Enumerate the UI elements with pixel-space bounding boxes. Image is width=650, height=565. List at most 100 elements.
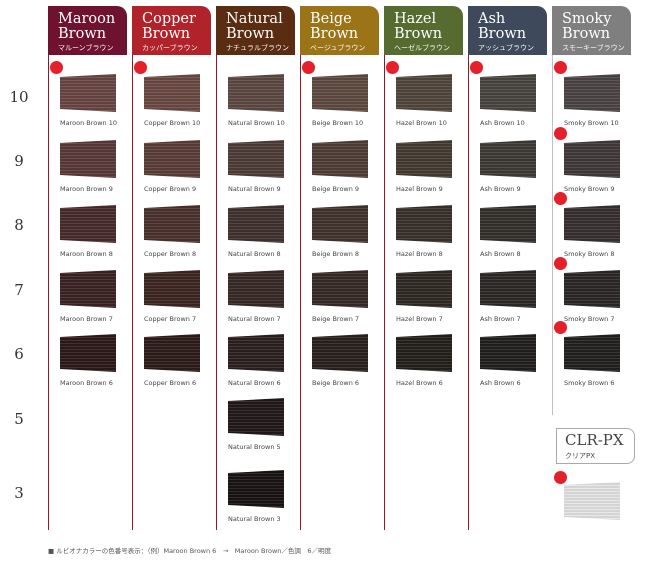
swatch-maroon-9[interactable] xyxy=(60,140,116,178)
swatch-label: Beige Brown 7 xyxy=(312,315,360,323)
header-hazel: Hazel Brown ヘーゼルブラウン xyxy=(384,6,463,55)
level-label-3: 3 xyxy=(14,484,24,502)
swatch-smoky-8[interactable] xyxy=(564,205,620,243)
swatch-copper-7[interactable] xyxy=(144,270,200,308)
swatch-natural-3[interactable] xyxy=(228,470,284,508)
swatch-ash-8[interactable] xyxy=(480,205,536,243)
header-title-line1: Beige xyxy=(310,11,352,27)
swatch-beige-7[interactable] xyxy=(312,270,368,308)
swatch-maroon-8[interactable] xyxy=(60,205,116,243)
swatch-copper-6[interactable] xyxy=(144,334,200,372)
swatch-smoky-6[interactable] xyxy=(564,334,620,372)
swatch-natural-8[interactable] xyxy=(228,205,284,243)
swatch-ash-9[interactable] xyxy=(480,140,536,178)
swatch-beige-8[interactable] xyxy=(312,205,368,243)
swatch-hazel-9[interactable] xyxy=(396,140,452,178)
clr-px-box: CLR-PX クリアPX xyxy=(556,428,635,464)
swatch-label: Natural Brown 6 xyxy=(228,379,281,387)
swatch-beige-10[interactable] xyxy=(312,74,368,112)
swatch-label: Hazel Brown 7 xyxy=(396,315,443,323)
swatch-label: Hazel Brown 8 xyxy=(396,250,443,258)
red-dot-marker xyxy=(554,192,567,205)
header-title-line1: Maroon xyxy=(58,11,116,27)
swatch-label: Smoky Brown 7 xyxy=(564,315,615,323)
header-title-line1: Natural xyxy=(226,11,283,27)
swatch-label: Hazel Brown 9 xyxy=(396,185,443,193)
swatch-label: Smoky Brown 8 xyxy=(564,250,615,258)
red-dot-marker xyxy=(50,61,63,74)
swatch-smoky-7[interactable] xyxy=(564,270,620,308)
header-title-line2: Brown xyxy=(394,26,443,42)
level-label-5: 5 xyxy=(14,410,24,428)
swatch-label: Copper Brown 6 xyxy=(144,379,197,387)
level-label-8: 8 xyxy=(14,216,24,234)
clr-px-title: CLR-PX xyxy=(565,431,624,449)
swatch-maroon-10[interactable] xyxy=(60,74,116,112)
swatch-copper-10[interactable] xyxy=(144,74,200,112)
swatch-hazel-6[interactable] xyxy=(396,334,452,372)
header-subtitle-jp: ベージュブラウン xyxy=(310,44,366,52)
column-divider xyxy=(216,55,217,530)
swatch-natural-5[interactable] xyxy=(228,398,284,436)
swatch-natural-10[interactable] xyxy=(228,74,284,112)
swatch-smoky-10[interactable] xyxy=(564,74,620,112)
swatch-label: Ash Brown 7 xyxy=(480,315,521,323)
header-maroon: Maroon Brown マルーンブラウン xyxy=(48,6,127,55)
swatch-clr-px[interactable] xyxy=(564,482,620,520)
swatch-label: Maroon Brown 9 xyxy=(60,185,113,193)
red-dot-marker xyxy=(554,61,567,74)
red-dot-marker xyxy=(554,321,567,334)
swatch-label: Ash Brown 10 xyxy=(480,119,525,127)
red-dot-marker xyxy=(554,127,567,140)
swatch-beige-9[interactable] xyxy=(312,140,368,178)
swatch-label: Ash Brown 6 xyxy=(480,379,521,387)
header-title-line1: Ash xyxy=(478,11,506,27)
swatch-label: Natural Brown 3 xyxy=(228,515,281,523)
swatch-label: Smoky Brown 6 xyxy=(564,379,615,387)
swatch-copper-8[interactable] xyxy=(144,205,200,243)
red-dot-marker xyxy=(554,257,567,270)
swatch-label: Beige Brown 6 xyxy=(312,379,360,387)
swatch-hazel-8[interactable] xyxy=(396,205,452,243)
swatch-label: Beige Brown 9 xyxy=(312,185,360,193)
swatch-ash-10[interactable] xyxy=(480,74,536,112)
swatch-label: Ash Brown 9 xyxy=(480,185,521,193)
header-smoky: Smoky Brown スモーキーブラウン xyxy=(552,6,631,55)
swatch-label: Beige Brown 8 xyxy=(312,250,360,258)
swatch-maroon-6[interactable] xyxy=(60,334,116,372)
column-divider xyxy=(384,55,385,530)
swatch-natural-6[interactable] xyxy=(228,334,284,372)
swatch-label: Natural Brown 10 xyxy=(228,119,285,127)
swatch-ash-7[interactable] xyxy=(480,270,536,308)
swatch-copper-9[interactable] xyxy=(144,140,200,178)
swatch-natural-9[interactable] xyxy=(228,140,284,178)
header-copper: Copper Brown カッパーブラウン xyxy=(132,6,211,55)
swatch-label: Copper Brown 10 xyxy=(144,119,201,127)
header-title-line2: Brown xyxy=(58,26,107,42)
header-title-line1: Smoky xyxy=(562,11,612,27)
header-title-line1: Hazel xyxy=(394,11,437,27)
level-label-7: 7 xyxy=(14,281,24,299)
swatch-hazel-10[interactable] xyxy=(396,74,452,112)
swatch-label: Smoky Brown 10 xyxy=(564,119,619,127)
swatch-beige-6[interactable] xyxy=(312,334,368,372)
swatch-maroon-7[interactable] xyxy=(60,270,116,308)
swatch-natural-7[interactable] xyxy=(228,270,284,308)
swatch-label: Natural Brown 5 xyxy=(228,443,281,451)
header-subtitle-jp: ナチュラルブラウン xyxy=(226,44,289,52)
header-title-line2: Brown xyxy=(142,26,191,42)
level-label-6: 6 xyxy=(14,345,24,363)
swatch-label: Ash Brown 8 xyxy=(480,250,521,258)
swatch-ash-6[interactable] xyxy=(480,334,536,372)
clr-px-subtitle: クリアPX xyxy=(565,452,596,460)
swatch-label: Copper Brown 9 xyxy=(144,185,197,193)
swatch-label: Beige Brown 10 xyxy=(312,119,364,127)
swatch-label: Maroon Brown 10 xyxy=(60,119,117,127)
swatch-smoky-9[interactable] xyxy=(564,140,620,178)
red-dot-marker xyxy=(386,61,399,74)
red-dot-marker xyxy=(302,61,315,74)
red-dot-marker xyxy=(134,61,147,74)
column-divider xyxy=(552,55,553,415)
swatch-hazel-7[interactable] xyxy=(396,270,452,308)
swatch-label: Maroon Brown 8 xyxy=(60,250,113,258)
